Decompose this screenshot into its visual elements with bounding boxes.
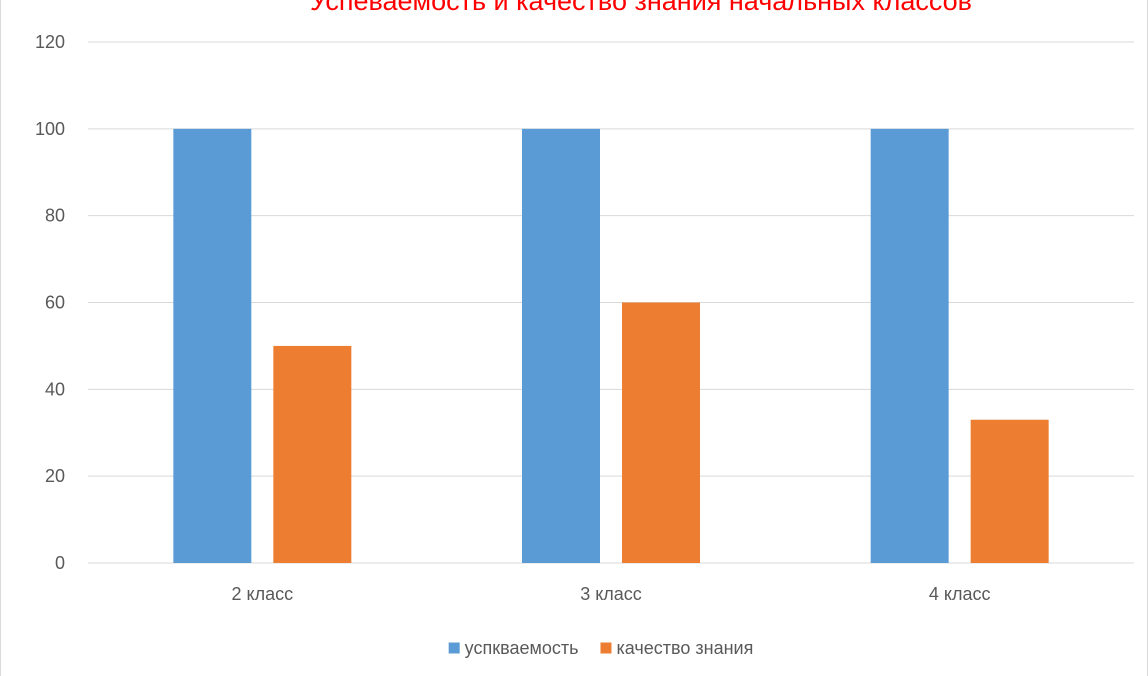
legend-label-1: успкваемость (465, 638, 579, 658)
y-tick-label-3: 60 (45, 293, 65, 313)
chart-title: Успеваемость и качество знания начальных… (310, 0, 972, 16)
y-tick-label-1: 20 (45, 466, 65, 486)
y-tick-label-6: 120 (35, 32, 65, 52)
x-axis-tick-labels: 2 класс 3 класс 4 класс (232, 584, 991, 604)
gridlines (88, 41, 1134, 564)
bar-kachestvo-2 (622, 302, 700, 563)
legend: успкваемость качество знания (448, 638, 753, 658)
bar-uspevaemost-1 (173, 128, 252, 564)
legend-label-2: качество знания (616, 638, 753, 658)
bar-kachestvo-3 (970, 419, 1049, 563)
y-tick-label-5: 100 (35, 119, 65, 139)
x-tick-label-3: 4 класс (929, 584, 991, 604)
y-tick-label-0: 0 (55, 553, 65, 573)
bars (173, 128, 1049, 564)
x-tick-label-2: 3 класс (580, 584, 642, 604)
legend-swatch-2 (600, 642, 612, 654)
y-tick-label-4: 80 (45, 206, 65, 226)
y-axis-tick-labels: 0 20 40 60 80 100 120 (35, 32, 65, 573)
bar-uspevaemost-3 (870, 128, 949, 564)
legend-swatch-1 (448, 642, 460, 654)
bar-uspevaemost-2 (522, 128, 600, 564)
x-tick-label-1: 2 класс (232, 584, 294, 604)
bar-kachestvo-1 (273, 345, 352, 563)
y-tick-label-2: 40 (45, 379, 65, 399)
